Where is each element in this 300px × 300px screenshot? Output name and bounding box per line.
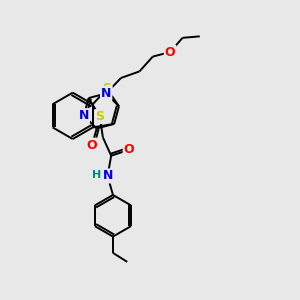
Text: O: O	[165, 46, 176, 59]
Text: O: O	[87, 139, 98, 152]
Text: N: N	[101, 87, 111, 100]
Text: S: S	[103, 82, 112, 95]
Text: H: H	[92, 170, 101, 180]
Text: N: N	[79, 109, 89, 122]
Text: N: N	[102, 169, 113, 182]
Text: S: S	[95, 110, 104, 123]
Text: O: O	[124, 143, 134, 156]
